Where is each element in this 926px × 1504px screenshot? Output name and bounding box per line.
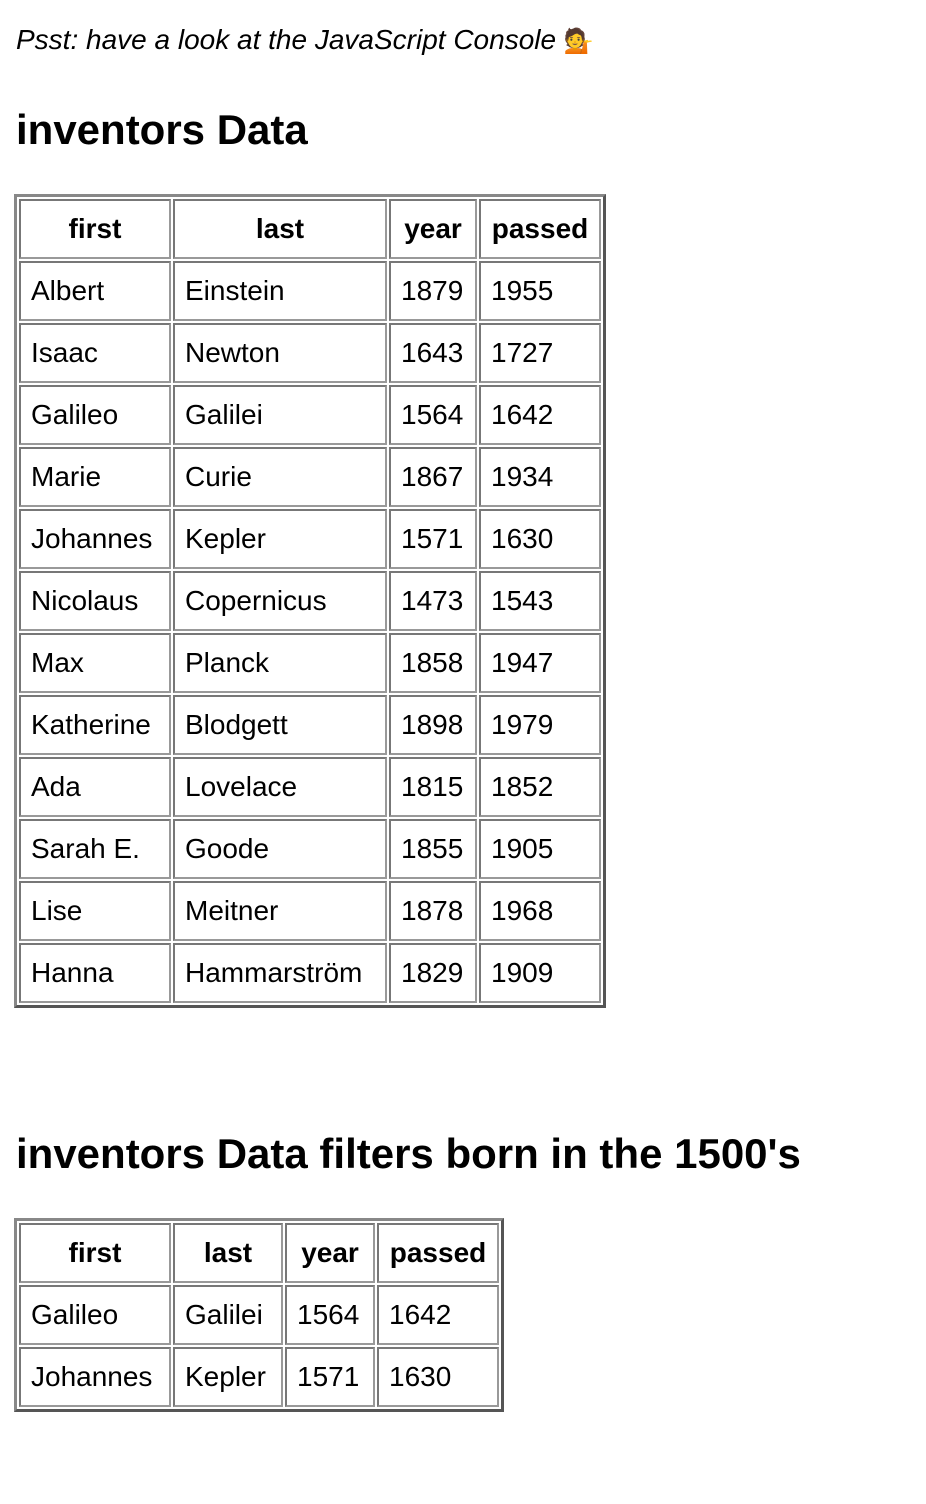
table-row: Galileo Galilei 1564 1642 [19,385,601,445]
cell-passed: 1642 [377,1285,499,1345]
cell-year: 1571 [389,509,477,569]
cell-passed: 1979 [479,695,601,755]
column-header-passed: passed [377,1223,499,1283]
table-row: Isaac Newton 1643 1727 [19,323,601,383]
cell-last: Kepler [173,509,387,569]
inventors-data-heading: inventors Data [16,106,308,153]
console-hint: Psst: have a look at the JavaScript Cons… [16,22,594,60]
table-row: Lise Meitner 1878 1968 [19,881,601,941]
filtered-inventors-table-body: Galileo Galilei 1564 1642 Johannes Kepler 1571… [19,1285,499,1407]
cell-year: 1473 [389,571,477,631]
table-row: Albert Einstein 1879 1955 [19,261,601,321]
cell-year: 1879 [389,261,477,321]
filtered-inventors-heading: inventors Data filters born in the 1500'… [16,1130,801,1177]
cell-passed: 1543 [479,571,601,631]
cell-first: Sarah E. [19,819,171,879]
cell-first: Nicolaus [19,571,171,631]
cell-year: 1564 [285,1285,375,1345]
table-row: Katherine Blodgett 1898 1979 [19,695,601,755]
column-header-last: last [173,199,387,259]
cell-last: Meitner [173,881,387,941]
cell-year: 1878 [389,881,477,941]
cell-first: Marie [19,447,171,507]
cell-year: 1898 [389,695,477,755]
column-header-first: first [19,1223,171,1283]
cell-year: 1867 [389,447,477,507]
cell-first: Albert [19,261,171,321]
console-hint-text: Psst: have a look at the JavaScript Cons… [16,24,557,55]
cell-first: Galileo [19,1285,171,1345]
cell-first: Johannes [19,509,171,569]
cell-year: 1855 [389,819,477,879]
cell-passed: 1909 [479,943,601,1003]
cell-passed: 1852 [479,757,601,817]
cell-year: 1564 [389,385,477,445]
inventors-table: first last year passed Albert Einstein 187… [14,194,606,1008]
table-row: Johannes Kepler 1571 1630 [19,1347,499,1407]
inventors-table-body: Albert Einstein 1879 1955 Isaac Newton 1643 172… [19,261,601,1003]
table-header-row: first last year passed [19,199,601,259]
cell-last: Blodgett [173,695,387,755]
table-header-row: first last year passed [19,1223,499,1283]
cell-passed: 1934 [479,447,601,507]
column-header-year: year [285,1223,375,1283]
cell-passed: 1968 [479,881,601,941]
cell-first: Max [19,633,171,693]
table-row: Hanna Hammarström 1829 1909 [19,943,601,1003]
cell-last: Newton [173,323,387,383]
cell-passed: 1905 [479,819,601,879]
cell-last: Goode [173,819,387,879]
filtered-inventors-table: first last year passed Galileo Galilei 156… [14,1218,504,1412]
cell-year: 1815 [389,757,477,817]
cell-last: Planck [173,633,387,693]
cell-last: Kepler [173,1347,283,1407]
cell-passed: 1727 [479,323,601,383]
cell-last: Copernicus [173,571,387,631]
cell-first: Katherine [19,695,171,755]
column-header-passed: passed [479,199,601,259]
cell-passed: 1630 [479,509,601,569]
table-row: Marie Curie 1867 1934 [19,447,601,507]
table-row: Max Planck 1858 1947 [19,633,601,693]
cell-last: Galilei [173,385,387,445]
cell-year: 1858 [389,633,477,693]
cell-passed: 1630 [377,1347,499,1407]
cell-last: Curie [173,447,387,507]
table-row: Sarah E. Goode 1855 1905 [19,819,601,879]
table-row: Nicolaus Copernicus 1473 1543 [19,571,601,631]
cell-passed: 1642 [479,385,601,445]
table-row: Ada Lovelace 1815 1852 [19,757,601,817]
cell-first: Lise [19,881,171,941]
cell-first: Johannes [19,1347,171,1407]
cell-last: Hammarström [173,943,387,1003]
person-tipping-hand-emoji-icon: 💁 [563,28,594,55]
cell-year: 1571 [285,1347,375,1407]
cell-first: Galileo [19,385,171,445]
cell-first: Ada [19,757,171,817]
cell-last: Lovelace [173,757,387,817]
cell-last: Einstein [173,261,387,321]
cell-year: 1829 [389,943,477,1003]
column-header-last: last [173,1223,283,1283]
column-header-first: first [19,199,171,259]
table-row: Galileo Galilei 1564 1642 [19,1285,499,1345]
cell-year: 1643 [389,323,477,383]
column-header-year: year [389,199,477,259]
cell-first: Hanna [19,943,171,1003]
cell-passed: 1955 [479,261,601,321]
cell-passed: 1947 [479,633,601,693]
cell-last: Galilei [173,1285,283,1345]
cell-first: Isaac [19,323,171,383]
table-row: Johannes Kepler 1571 1630 [19,509,601,569]
